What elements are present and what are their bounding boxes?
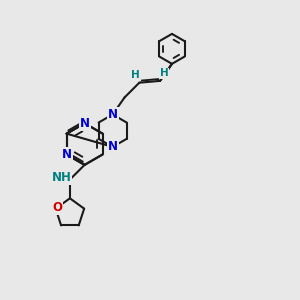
Text: N: N [80,117,90,130]
Text: N: N [108,140,118,153]
Text: O: O [52,201,62,214]
Text: N: N [61,148,72,161]
Text: H: H [131,70,140,80]
Text: NH: NH [52,171,71,184]
Text: H: H [160,68,168,79]
Text: N: N [108,108,118,121]
